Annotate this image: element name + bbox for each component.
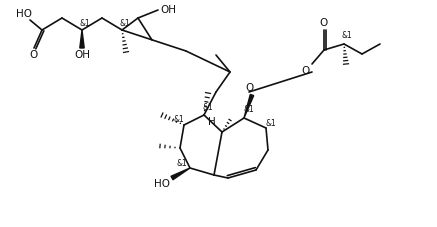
Text: H: H: [208, 117, 216, 127]
Polygon shape: [171, 168, 190, 180]
Text: O: O: [245, 83, 253, 93]
Text: &1: &1: [177, 158, 187, 168]
Text: O: O: [302, 66, 310, 76]
Text: O: O: [30, 50, 38, 60]
Text: &1: &1: [120, 18, 130, 27]
Text: &1: &1: [342, 32, 352, 40]
Text: &1: &1: [203, 103, 213, 111]
Text: O: O: [320, 18, 328, 28]
Text: OH: OH: [160, 5, 176, 15]
Polygon shape: [244, 94, 254, 118]
Text: &1: &1: [243, 106, 254, 114]
Text: &1: &1: [80, 18, 90, 27]
Text: OH: OH: [74, 50, 90, 60]
Polygon shape: [80, 30, 84, 48]
Text: &1: &1: [173, 114, 184, 123]
Text: HO: HO: [154, 179, 170, 189]
Text: &1: &1: [266, 118, 276, 128]
Text: HO: HO: [16, 9, 32, 19]
